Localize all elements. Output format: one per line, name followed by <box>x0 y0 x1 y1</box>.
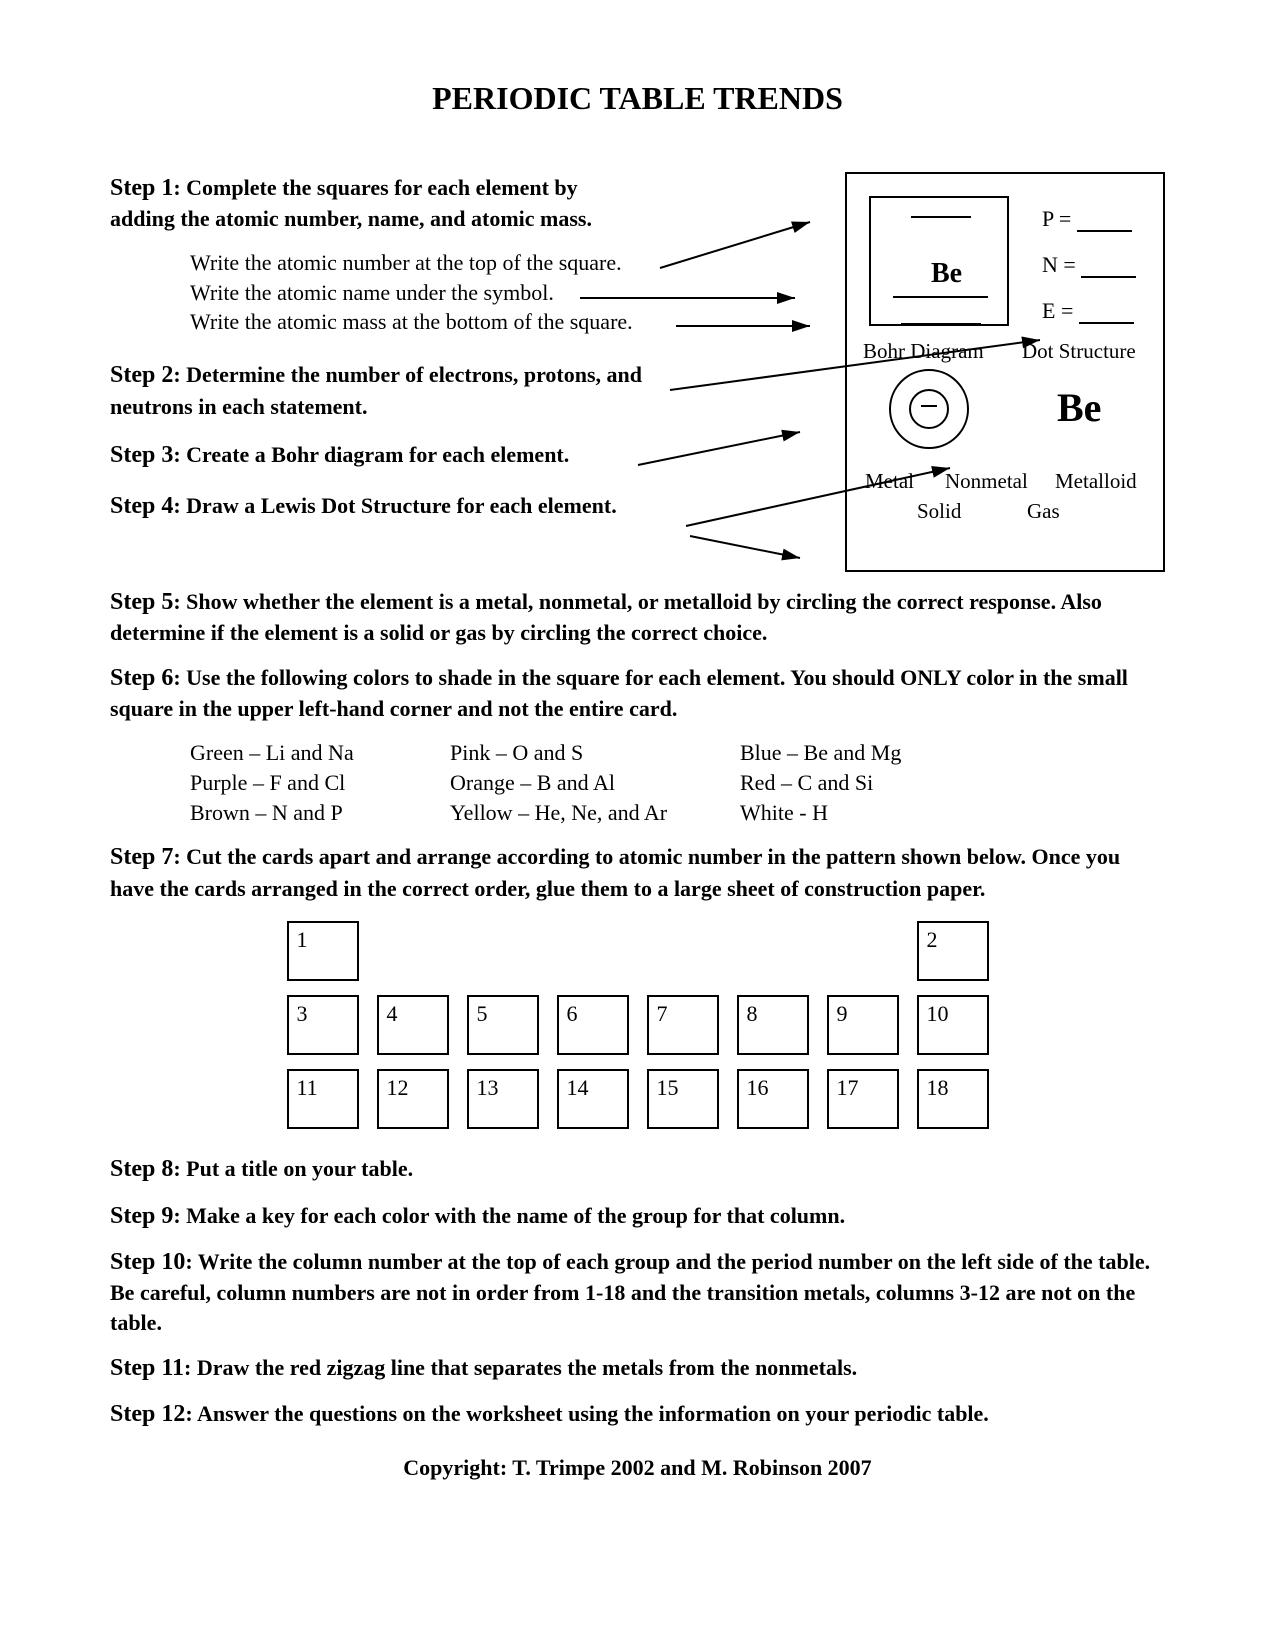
bohr-inner-circle <box>909 389 949 429</box>
bohr-nucleus-line <box>921 405 937 407</box>
name-blank <box>893 296 988 298</box>
color-item: Red – C and Si <box>740 768 960 798</box>
step-label: Step 9 <box>110 1203 173 1229</box>
grid-cell: 7 <box>647 995 719 1055</box>
worksheet-page: PERIODIC TABLE TRENDS Step 1: Complete t… <box>0 0 1275 1650</box>
step-12: Step 12: Answer the questions on the wor… <box>110 1398 1165 1430</box>
step-label: Step 10 <box>110 1249 185 1275</box>
element-square: Be <box>869 196 1009 326</box>
dot-label: Dot Structure <box>1022 339 1136 364</box>
grid-cell: 9 <box>827 995 899 1055</box>
step-desc: Make a key for each color with the name … <box>186 1203 845 1228</box>
step-6: Step 6: Use the following colors to shad… <box>110 662 1165 724</box>
color-item: Green – Li and Na <box>190 738 450 768</box>
example-diagram: Be P = N = E = Bohr Diagram Dot Structur… <box>845 172 1165 572</box>
top-section: Step 1: Complete the squares for each el… <box>110 172 1165 572</box>
step1-sub1: Write the atomic number at the top of th… <box>190 248 825 278</box>
grid-cell: 11 <box>287 1069 359 1129</box>
step-9: Step 9: Make a key for each color with t… <box>110 1200 1165 1232</box>
step-label: Step 6 <box>110 665 173 691</box>
grid-cell: 3 <box>287 995 359 1055</box>
color-item: Brown – N and P <box>190 798 450 828</box>
step-desc: Show whether the element is a metal, non… <box>110 589 1102 645</box>
step-label: Step 3 <box>110 442 173 468</box>
step-2: Step 2: Determine the number of electron… <box>110 359 690 421</box>
step-5: Step 5: Show whether the element is a me… <box>110 586 1165 648</box>
page-title: PERIODIC TABLE TRENDS <box>110 80 1165 117</box>
p-label: P = <box>1042 206 1132 232</box>
mass-blank <box>901 323 981 325</box>
step-desc: Put a title on your table. <box>186 1156 413 1181</box>
grid-cell: 12 <box>377 1069 449 1129</box>
step-4: Step 4: Draw a Lewis Dot Structure for e… <box>110 490 825 522</box>
color-item: Blue – Be and Mg <box>740 738 960 768</box>
color-item: Purple – F and Cl <box>190 768 450 798</box>
step-7: Step 7: Cut the cards apart and arrange … <box>110 841 1165 903</box>
gas-label: Gas <box>1027 499 1060 524</box>
grid-cell: 13 <box>467 1069 539 1129</box>
grid-cell: 14 <box>557 1069 629 1129</box>
step1-sub3: Write the atomic mass at the bottom of t… <box>190 307 825 337</box>
step-label: Step 7 <box>110 844 173 870</box>
copyright-text: Copyright: T. Trimpe 2002 and M. Robinso… <box>110 1455 1165 1481</box>
step-label: Step 4 <box>110 493 173 519</box>
color-item: Yellow – He, Ne, and Ar <box>450 798 740 828</box>
step-10: Step 10: Write the column number at the … <box>110 1246 1165 1338</box>
color-item: Pink – O and S <box>450 738 740 768</box>
colors-grid: Green – Li and Na Pink – O and S Blue – … <box>190 738 1165 827</box>
color-item: White - H <box>740 798 960 828</box>
bohr-label: Bohr Diagram <box>863 339 984 364</box>
step-desc: Use the following colors to shade in the… <box>110 665 1128 721</box>
grid-cell: 10 <box>917 995 989 1055</box>
step-11: Step 11: Draw the red zigzag line that s… <box>110 1352 1165 1384</box>
grid-cell: 5 <box>467 995 539 1055</box>
periodic-table-grid: 1 2 3 4 5 6 7 8 9 10 11 12 13 14 15 16 1… <box>287 921 989 1129</box>
step-label: Step 11 <box>110 1355 184 1381</box>
solid-label: Solid <box>917 499 961 524</box>
step-label: Step 5 <box>110 589 173 615</box>
step-label: Step 8 <box>110 1156 173 1182</box>
metal-label: Metal <box>865 469 914 494</box>
n-label: N = <box>1042 252 1136 278</box>
grid-cell: 1 <box>287 921 359 981</box>
left-column: Step 1: Complete the squares for each el… <box>110 172 825 536</box>
step-8: Step 8: Put a title on your table. <box>110 1153 1165 1185</box>
grid-cell: 16 <box>737 1069 809 1129</box>
step-desc: Create a Bohr diagram for each element. <box>186 442 569 467</box>
step-desc: Write the column number at the top of ea… <box>110 1249 1150 1335</box>
step-label: Step 12 <box>110 1401 185 1427</box>
step-desc: Draw a Lewis Dot Structure for each elem… <box>186 493 617 518</box>
step-desc: Draw the red zigzag line that separates … <box>197 1355 857 1380</box>
step-desc: Answer the questions on the worksheet us… <box>197 1401 989 1426</box>
step-label: Step 2 <box>110 362 173 388</box>
grid-cell: 17 <box>827 1069 899 1129</box>
step-desc: Determine the number of electrons, proto… <box>110 362 642 418</box>
e-label: E = <box>1042 298 1134 324</box>
step-desc: Cut the cards apart and arrange accordin… <box>110 844 1120 900</box>
dot-structure-symbol: Be <box>1057 384 1101 431</box>
metalloid-label: Metalloid <box>1055 469 1137 494</box>
grid-cell: 8 <box>737 995 809 1055</box>
grid-cell: 15 <box>647 1069 719 1129</box>
color-item: Orange – B and Al <box>450 768 740 798</box>
grid-cell: 6 <box>557 995 629 1055</box>
step-label: Step 1 <box>110 175 173 201</box>
step-1: Step 1: Complete the squares for each el… <box>110 172 630 234</box>
element-symbol: Be <box>931 258 962 290</box>
grid-cell: 18 <box>917 1069 989 1129</box>
atomic-number-blank <box>911 216 971 218</box>
nonmetal-label: Nonmetal <box>945 469 1028 494</box>
grid-cell: 2 <box>917 921 989 981</box>
step-3: Step 3: Create a Bohr diagram for each e… <box>110 439 825 471</box>
grid-cell: 4 <box>377 995 449 1055</box>
step1-sub2: Write the atomic name under the symbol. <box>190 278 825 308</box>
